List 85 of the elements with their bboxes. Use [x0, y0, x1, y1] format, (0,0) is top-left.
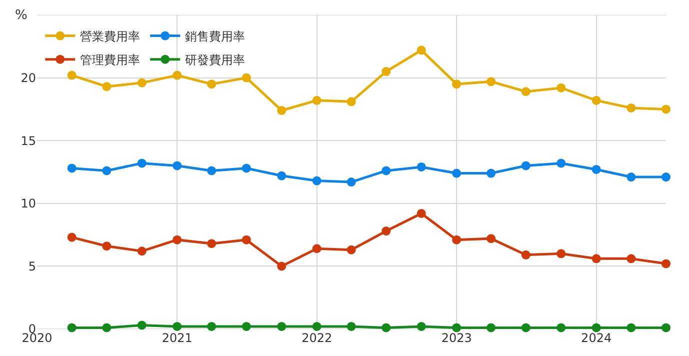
point: [102, 166, 112, 176]
point: [277, 106, 286, 115]
point: [277, 262, 286, 271]
point: [662, 259, 670, 268]
point: [346, 178, 356, 187]
point: [172, 235, 182, 244]
x-tick-label: 2022: [302, 331, 332, 345]
point: [346, 245, 356, 254]
point: [416, 46, 426, 55]
x-tick-label: 2023: [441, 331, 472, 345]
point: [452, 168, 462, 178]
y-tick-label: 15: [20, 134, 36, 148]
point: [626, 172, 636, 182]
point: [556, 158, 566, 168]
point: [242, 322, 251, 331]
point: [416, 322, 426, 331]
point: [486, 168, 496, 178]
point: [312, 96, 322, 105]
point: [277, 322, 286, 331]
point: [346, 97, 356, 106]
point: [521, 161, 530, 170]
point: [452, 80, 462, 89]
point: [102, 242, 112, 251]
point: [626, 103, 636, 112]
point: [346, 322, 356, 331]
point: [592, 254, 601, 264]
point: [172, 322, 182, 331]
point: [207, 239, 216, 248]
point: [452, 235, 462, 244]
point: [486, 77, 496, 86]
point: [137, 246, 146, 256]
point: [242, 235, 251, 244]
point: [312, 176, 322, 186]
point: [137, 158, 146, 168]
point: [556, 83, 566, 92]
legend-label: 營業費用率: [80, 29, 140, 44]
point: [207, 80, 216, 89]
y-axis-title: %: [15, 8, 28, 23]
point: [242, 73, 251, 82]
legend-label: 管理費用率: [80, 53, 140, 68]
point: [626, 323, 636, 332]
point: [382, 226, 391, 236]
point: [242, 164, 251, 173]
point: [172, 161, 182, 170]
point: [416, 162, 426, 172]
point: [207, 322, 216, 331]
legend-label: 研發費用率: [185, 53, 246, 68]
point: [207, 166, 216, 176]
point: [102, 82, 112, 92]
point: [592, 164, 601, 174]
point: [277, 171, 286, 180]
point: [67, 70, 76, 80]
point: [662, 104, 670, 114]
point: [172, 70, 182, 80]
point: [486, 323, 496, 332]
point: [102, 323, 112, 332]
point: [486, 234, 496, 244]
point: [662, 323, 670, 332]
point: [521, 323, 530, 332]
point: [556, 323, 566, 332]
point: [137, 78, 146, 88]
point: [382, 67, 391, 76]
legend-label: 銷售費用率: [185, 29, 246, 44]
point: [382, 166, 391, 176]
y-tick-label: 5: [28, 259, 36, 274]
point: [67, 232, 76, 242]
y-tick-label: 10: [20, 196, 36, 211]
x-tick-label: 2021: [162, 331, 192, 345]
point: [521, 87, 530, 96]
y-tick-label: 20: [20, 71, 36, 85]
point: [312, 322, 322, 331]
point: [662, 172, 670, 182]
point: [137, 320, 146, 330]
point: [382, 323, 391, 332]
point: [67, 323, 76, 332]
point: [592, 96, 601, 105]
point: [312, 244, 322, 254]
point: [521, 250, 530, 260]
point: [626, 254, 636, 264]
point: [452, 323, 462, 332]
point: [556, 249, 566, 258]
point: [67, 164, 76, 173]
x-tick-label: 2024: [581, 331, 612, 345]
point: [592, 323, 601, 332]
point: [416, 208, 426, 218]
